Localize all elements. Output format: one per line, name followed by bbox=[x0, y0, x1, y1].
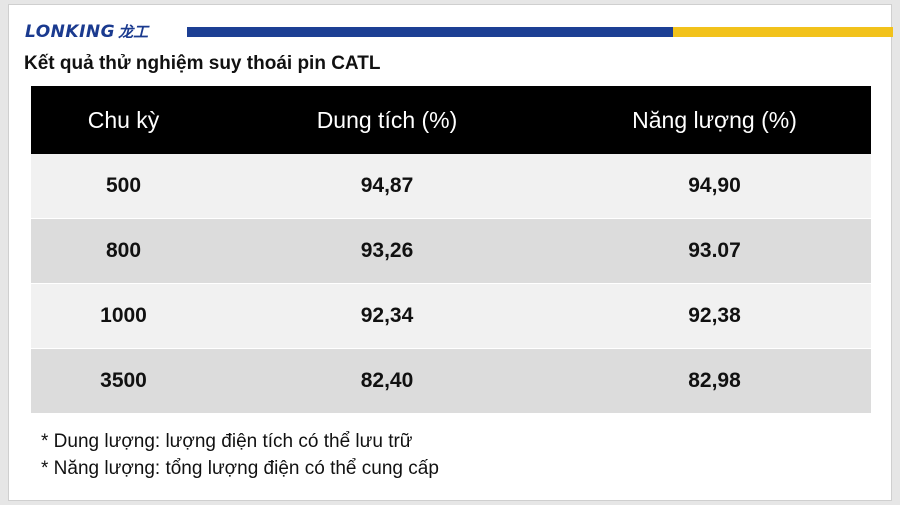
header-capacity: Dung tích (%) bbox=[216, 86, 558, 154]
table-row: 1000 92,34 92,38 bbox=[31, 283, 871, 349]
lonking-logo: LONKING 龙工 bbox=[25, 21, 148, 42]
footnote-capacity: * Dung lượng: lượng điện tích có thể lưu… bbox=[41, 431, 413, 452]
cell-capacity: 92,34 bbox=[216, 283, 558, 349]
logo-text: LONKING bbox=[25, 21, 116, 42]
cell-capacity: 82,40 bbox=[216, 348, 558, 414]
logo-chinese-text: 龙工 bbox=[118, 23, 149, 41]
footnote-energy: * Năng lượng: tổng lượng điện có thể cun… bbox=[41, 458, 439, 479]
cell-cycles: 500 bbox=[31, 154, 216, 219]
table-header-row: Chu kỳ Dung tích (%) Năng lượng (%) bbox=[31, 86, 871, 154]
cell-energy: 94,90 bbox=[558, 154, 871, 219]
table-row: 3500 82,40 82,98 bbox=[31, 348, 871, 414]
header-band-yellow bbox=[673, 27, 893, 37]
slide: LONKING 龙工 Kết quả thử nghiệm suy thoái … bbox=[8, 4, 893, 501]
header-cycles: Chu kỳ bbox=[31, 86, 216, 154]
cell-energy: 92,38 bbox=[558, 283, 871, 349]
table-row: 500 94,87 94,90 bbox=[31, 154, 871, 219]
cell-energy: 93.07 bbox=[558, 218, 871, 284]
cell-capacity: 93,26 bbox=[216, 218, 558, 284]
cell-cycles: 3500 bbox=[31, 348, 216, 414]
cell-cycles: 1000 bbox=[31, 283, 216, 349]
footnotes: * Dung lượng: lượng điện tích có thể lưu… bbox=[41, 428, 439, 482]
header-energy: Năng lượng (%) bbox=[558, 86, 871, 154]
results-table: Chu kỳ Dung tích (%) Năng lượng (%) 500 … bbox=[31, 86, 871, 414]
header-band-blue bbox=[187, 27, 673, 37]
table-row: 800 93,26 93.07 bbox=[31, 218, 871, 284]
page-title: Kết quả thử nghiệm suy thoái pin CATL bbox=[24, 53, 381, 74]
cell-cycles: 800 bbox=[31, 218, 216, 284]
cell-capacity: 94,87 bbox=[216, 154, 558, 219]
cell-energy: 82,98 bbox=[558, 348, 871, 414]
